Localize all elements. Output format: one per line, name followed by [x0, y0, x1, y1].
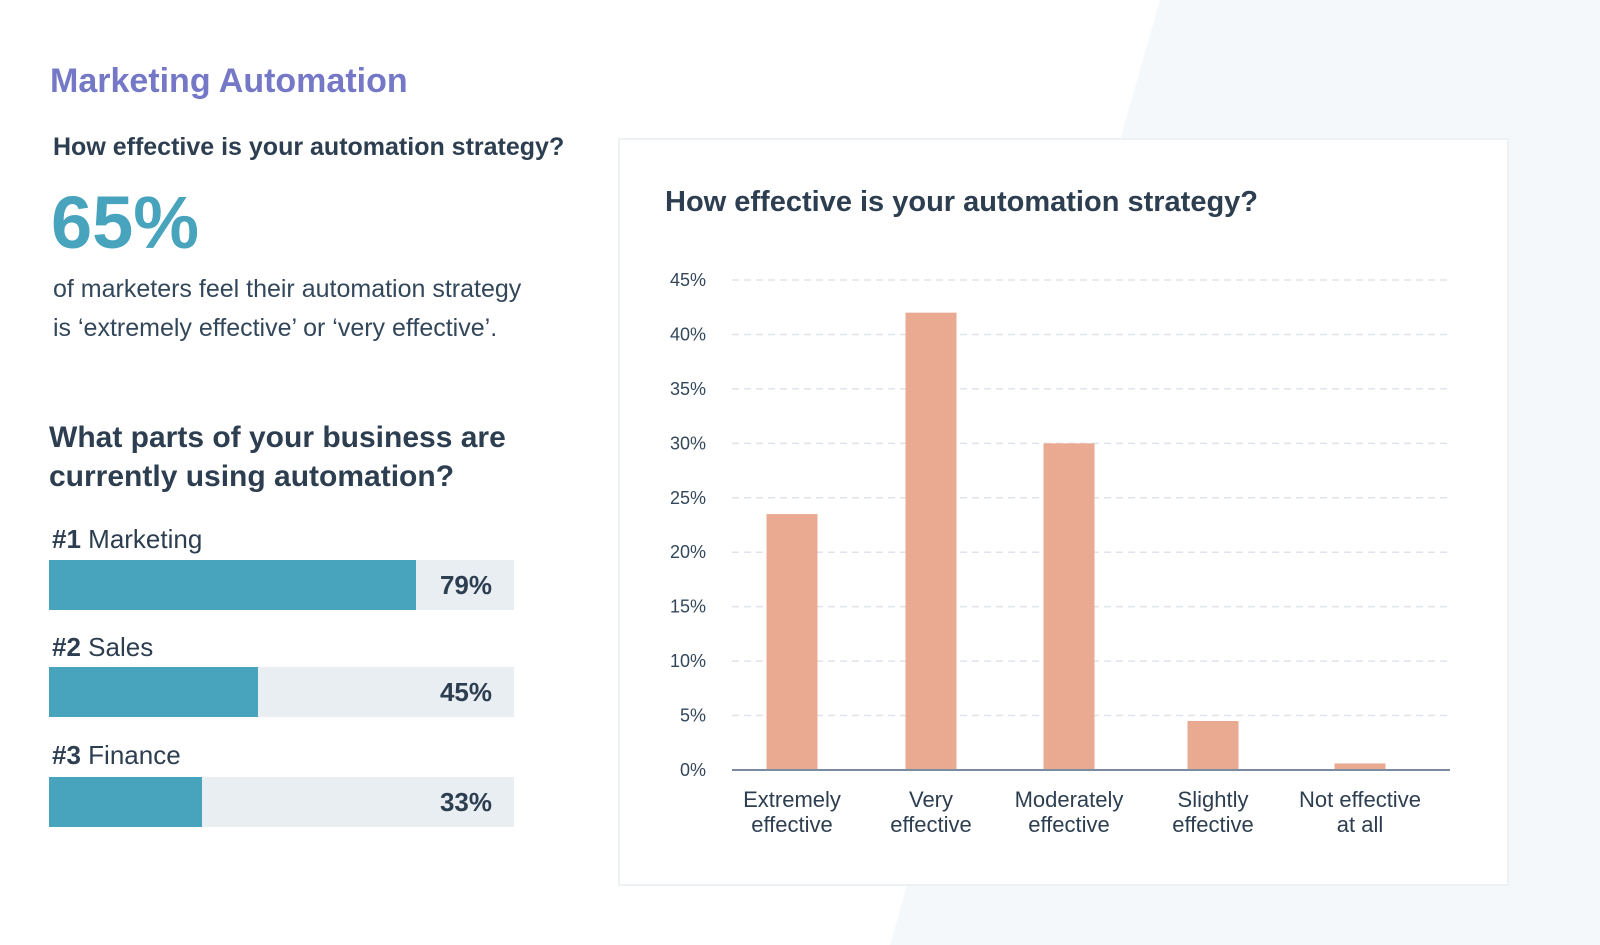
rank-label-finance: #3 Finance: [52, 740, 181, 771]
rank-bar-fill-marketing: [49, 560, 417, 610]
x-category-label: effective: [751, 812, 833, 837]
stat-description-line2: is ‘extremely effective’ or ‘very effect…: [53, 314, 498, 342]
y-tick-label: 30%: [670, 433, 706, 453]
x-category-label: Moderately: [1015, 787, 1124, 812]
bar: [766, 514, 818, 770]
rank-label-sales: #2 Sales: [52, 632, 153, 663]
x-category-label: Not effective: [1299, 787, 1421, 812]
section-title: Marketing Automation: [50, 62, 408, 100]
chart-card: How effective is your automation strateg…: [618, 138, 1509, 886]
y-tick-label: 45%: [670, 270, 706, 290]
rank-number: #3: [52, 740, 81, 770]
rank-bar-fill-sales: [49, 667, 259, 717]
stat-description: of marketers feel their automation strat…: [53, 270, 573, 348]
bar: [905, 312, 957, 770]
rank-percent-sales: 45%: [439, 677, 492, 707]
rank-number: #2: [52, 632, 81, 662]
chart-title: How effective is your automation strateg…: [665, 186, 1259, 218]
stat-description-line1: of marketers feel their automation strat…: [53, 275, 522, 303]
bar: [1043, 443, 1095, 770]
x-category-label: Extremely: [743, 787, 841, 812]
question-usage-line1: What parts of your business are: [49, 421, 506, 454]
bar: [1334, 763, 1386, 770]
y-tick-label: 15%: [670, 597, 706, 617]
bar: [1187, 721, 1239, 770]
rank-percent-marketing: 79%: [439, 570, 492, 600]
y-tick-label: 25%: [670, 488, 706, 508]
rank-label-marketing: #1 Marketing: [52, 524, 202, 555]
y-tick-label: 40%: [670, 324, 706, 344]
y-tick-label: 5%: [680, 706, 706, 726]
x-category-label: Slightly: [1178, 787, 1249, 812]
x-category-label: at all: [1337, 812, 1383, 837]
x-category-label: effective: [890, 812, 972, 837]
big-stat-value: 65%: [51, 181, 200, 264]
rank-bar-track-sales: 45%: [49, 667, 514, 717]
x-category-label: Very: [909, 787, 953, 812]
y-tick-label: 20%: [670, 542, 706, 562]
bar-chart: 0%5%10%15%20%25%30%35%40%45%Extremelyeff…: [670, 270, 1450, 837]
rank-number: #1: [52, 524, 81, 554]
rank-percent-finance: 33%: [439, 787, 492, 817]
question-effectiveness: How effective is your automation strateg…: [53, 133, 565, 161]
question-usage: What parts of your business are currentl…: [49, 418, 529, 496]
x-category-label: effective: [1028, 812, 1110, 837]
rank-name: Sales: [88, 632, 154, 662]
y-tick-label: 0%: [680, 760, 706, 780]
y-tick-label: 10%: [670, 651, 706, 671]
y-tick-label: 35%: [670, 379, 706, 399]
rank-name: Marketing: [88, 524, 203, 554]
rank-bar-track-finance: 33%: [49, 777, 514, 827]
question-usage-line2: currently using automation?: [49, 460, 455, 493]
x-category-label: effective: [1172, 812, 1254, 837]
rank-bar-fill-finance: [49, 777, 203, 827]
rank-name: Finance: [88, 740, 181, 770]
rank-bar-track-marketing: 79%: [49, 560, 514, 610]
